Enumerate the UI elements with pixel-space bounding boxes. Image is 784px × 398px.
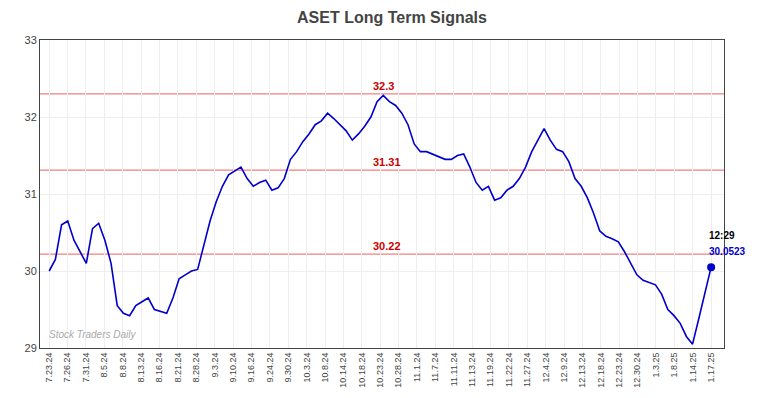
svg-text:30.22: 30.22 — [373, 240, 401, 252]
svg-text:ASET Long Term Signals: ASET Long Term Signals — [297, 9, 487, 26]
svg-text:10.3.24: 10.3.24 — [302, 353, 312, 383]
svg-text:9.3.24: 9.3.24 — [210, 353, 220, 378]
svg-text:32.3: 32.3 — [373, 80, 394, 92]
svg-text:8.13.24: 8.13.24 — [136, 353, 146, 383]
svg-text:9.16.24: 9.16.24 — [246, 353, 256, 383]
svg-text:10.14.24: 10.14.24 — [338, 353, 348, 388]
svg-text:30.0523: 30.0523 — [709, 246, 746, 257]
svg-text:11.22.24: 11.22.24 — [504, 353, 514, 387]
svg-text:8.5.24: 8.5.24 — [99, 353, 109, 378]
svg-text:10.28.24: 10.28.24 — [393, 353, 403, 388]
svg-text:31.31: 31.31 — [373, 156, 401, 168]
svg-text:8.21.24: 8.21.24 — [173, 353, 183, 383]
svg-text:9.24.24: 9.24.24 — [265, 353, 275, 383]
svg-text:12.9.24: 12.9.24 — [559, 353, 569, 383]
svg-text:8.16.24: 8.16.24 — [154, 353, 164, 383]
svg-text:10.23.24: 10.23.24 — [375, 353, 385, 388]
svg-text:8.28.24: 8.28.24 — [191, 353, 201, 383]
svg-text:7.23.24: 7.23.24 — [44, 353, 54, 383]
svg-text:11.13.24: 11.13.24 — [467, 353, 477, 387]
svg-text:10.18.24: 10.18.24 — [357, 353, 367, 388]
svg-text:12.23.24: 12.23.24 — [614, 353, 624, 388]
svg-text:9.10.24: 9.10.24 — [228, 353, 238, 383]
svg-text:32: 32 — [25, 111, 37, 123]
svg-text:11.1.24: 11.1.24 — [412, 353, 422, 382]
svg-text:12.30.24: 12.30.24 — [633, 353, 643, 388]
svg-text:11.11.24: 11.11.24 — [449, 353, 459, 387]
svg-text:1.3.25: 1.3.25 — [651, 353, 661, 378]
svg-text:12.4.24: 12.4.24 — [541, 353, 551, 383]
svg-text:31: 31 — [25, 188, 37, 200]
svg-text:29: 29 — [25, 342, 37, 354]
svg-text:Stock Traders Daily: Stock Traders Daily — [49, 329, 137, 340]
svg-text:12.18.24: 12.18.24 — [596, 353, 606, 388]
svg-text:8.8.24: 8.8.24 — [118, 353, 128, 378]
svg-text:11.7.24: 11.7.24 — [430, 353, 440, 382]
svg-text:1.14.25: 1.14.25 — [688, 353, 698, 383]
svg-text:11.19.24: 11.19.24 — [485, 353, 495, 387]
svg-text:1.17.25: 1.17.25 — [706, 353, 716, 383]
svg-text:10.8.24: 10.8.24 — [320, 353, 330, 383]
svg-text:30: 30 — [25, 265, 37, 277]
svg-text:7.31.24: 7.31.24 — [81, 353, 91, 383]
svg-text:9.30.24: 9.30.24 — [283, 353, 293, 383]
svg-text:12.13.24: 12.13.24 — [577, 353, 587, 388]
svg-text:12:29: 12:29 — [709, 230, 735, 241]
svg-text:1.8.25: 1.8.25 — [669, 353, 679, 378]
svg-text:11.27.24: 11.27.24 — [522, 353, 532, 387]
svg-text:7.26.24: 7.26.24 — [63, 353, 73, 383]
svg-text:33: 33 — [25, 34, 37, 46]
